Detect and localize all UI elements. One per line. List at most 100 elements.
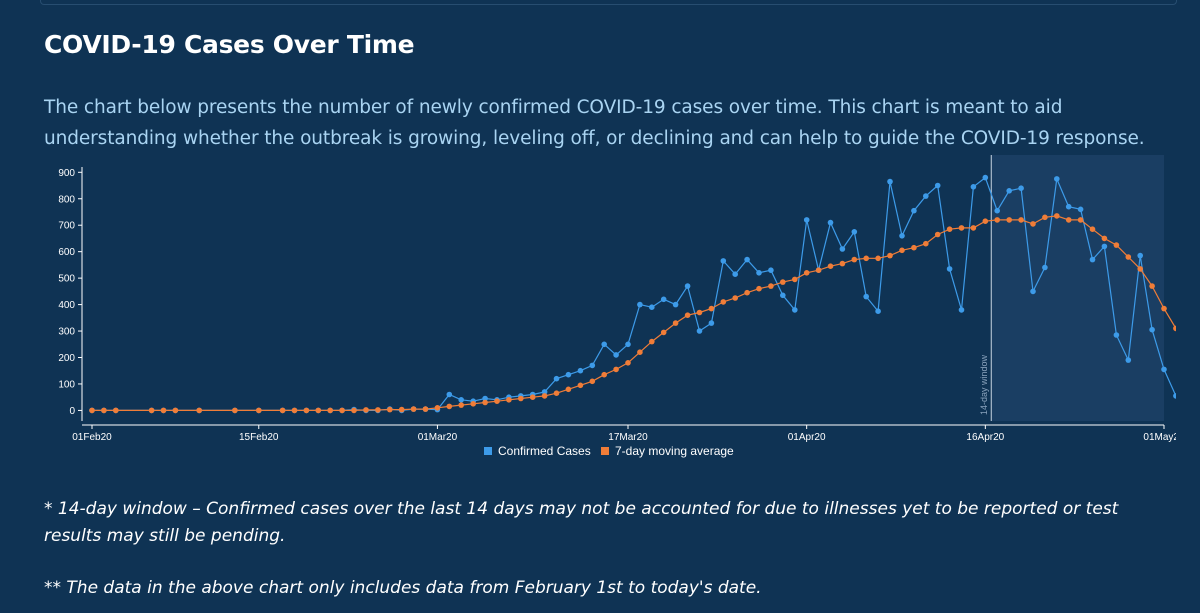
data-point[interactable] bbox=[1125, 254, 1132, 260]
data-point[interactable] bbox=[827, 219, 834, 226]
data-point[interactable] bbox=[911, 244, 917, 251]
data-point[interactable] bbox=[482, 395, 488, 402]
data-point[interactable] bbox=[339, 407, 345, 414]
data-point[interactable] bbox=[446, 403, 453, 410]
data-point[interactable] bbox=[827, 263, 834, 269]
data-point[interactable] bbox=[1089, 226, 1096, 232]
data-point[interactable] bbox=[923, 240, 929, 247]
data-point[interactable] bbox=[482, 399, 488, 406]
data-point[interactable] bbox=[696, 328, 703, 334]
data-point[interactable] bbox=[89, 407, 95, 414]
data-point[interactable] bbox=[601, 371, 607, 378]
data-point[interactable] bbox=[494, 398, 500, 404]
data-point[interactable] bbox=[506, 397, 512, 403]
data-point[interactable] bbox=[1101, 235, 1108, 242]
data-point[interactable] bbox=[720, 299, 727, 305]
data-point[interactable] bbox=[911, 207, 917, 214]
data-point[interactable] bbox=[756, 285, 762, 292]
data-point[interactable] bbox=[792, 307, 798, 313]
data-point[interactable] bbox=[1137, 252, 1143, 259]
data-point[interactable] bbox=[577, 382, 584, 389]
data-point[interactable] bbox=[613, 352, 619, 358]
data-point[interactable] bbox=[756, 270, 762, 276]
data-point[interactable] bbox=[148, 407, 155, 414]
data-point[interactable] bbox=[946, 266, 953, 272]
data-point[interactable] bbox=[458, 402, 465, 408]
data-point[interactable] bbox=[1077, 206, 1084, 213]
data-point[interactable] bbox=[113, 407, 119, 414]
data-point[interactable] bbox=[1149, 283, 1155, 289]
data-point[interactable] bbox=[958, 307, 965, 313]
data-point[interactable] bbox=[863, 293, 869, 300]
data-point[interactable] bbox=[839, 260, 846, 267]
data-point[interactable] bbox=[660, 329, 667, 336]
data-point[interactable] bbox=[410, 406, 417, 412]
data-point[interactable] bbox=[982, 218, 989, 224]
data-point[interactable] bbox=[696, 309, 703, 316]
data-point[interactable] bbox=[1042, 214, 1048, 221]
data-point[interactable] bbox=[768, 283, 774, 289]
data-point[interactable] bbox=[803, 217, 810, 223]
data-point[interactable] bbox=[613, 366, 619, 373]
data-point[interactable] bbox=[434, 405, 441, 411]
legend-swatch-confirmed[interactable] bbox=[484, 447, 492, 455]
data-point[interactable] bbox=[327, 407, 334, 414]
data-point[interactable] bbox=[446, 391, 453, 398]
data-point[interactable] bbox=[101, 407, 107, 414]
data-point[interactable] bbox=[875, 255, 881, 262]
data-point[interactable] bbox=[529, 394, 536, 400]
data-point[interactable] bbox=[958, 225, 965, 231]
data-point[interactable] bbox=[553, 390, 560, 396]
data-point[interactable] bbox=[672, 320, 679, 326]
data-point[interactable] bbox=[541, 389, 548, 395]
data-point[interactable] bbox=[1054, 176, 1060, 182]
data-point[interactable] bbox=[303, 407, 310, 414]
data-point[interactable] bbox=[649, 338, 655, 345]
data-point[interactable] bbox=[625, 360, 631, 366]
legend-label-average[interactable]: 7-day moving average bbox=[615, 444, 734, 458]
data-point[interactable] bbox=[1089, 256, 1096, 263]
data-point[interactable] bbox=[1113, 242, 1120, 248]
data-point[interactable] bbox=[923, 193, 929, 199]
data-point[interactable] bbox=[744, 256, 750, 263]
data-point[interactable] bbox=[291, 407, 298, 414]
legend-label-confirmed[interactable]: Confirmed Cases bbox=[498, 444, 591, 458]
data-point[interactable] bbox=[1030, 288, 1036, 295]
data-point[interactable] bbox=[934, 231, 941, 238]
data-point[interactable] bbox=[660, 296, 667, 303]
data-point[interactable] bbox=[815, 267, 822, 273]
data-point[interactable] bbox=[839, 246, 846, 252]
data-point[interactable] bbox=[458, 397, 465, 403]
data-point[interactable] bbox=[1173, 393, 1179, 399]
data-point[interactable] bbox=[565, 371, 572, 378]
data-point[interactable] bbox=[934, 182, 941, 189]
data-point[interactable] bbox=[375, 407, 381, 413]
data-point[interactable] bbox=[577, 367, 584, 374]
data-point[interactable] bbox=[565, 386, 572, 393]
data-point[interactable] bbox=[1018, 185, 1024, 191]
data-point[interactable] bbox=[792, 276, 798, 283]
data-point[interactable] bbox=[256, 407, 262, 414]
data-point[interactable] bbox=[649, 304, 655, 310]
data-point[interactable] bbox=[1030, 221, 1036, 227]
data-point[interactable] bbox=[232, 407, 238, 414]
data-point[interactable] bbox=[541, 393, 548, 399]
data-point[interactable] bbox=[518, 395, 524, 402]
data-point[interactable] bbox=[387, 406, 393, 413]
data-point[interactable] bbox=[672, 301, 679, 308]
data-point[interactable] bbox=[1077, 217, 1084, 223]
data-point[interactable] bbox=[994, 207, 1000, 214]
data-point[interactable] bbox=[708, 305, 715, 312]
data-point[interactable] bbox=[363, 407, 369, 413]
data-point[interactable] bbox=[780, 292, 786, 299]
data-point[interactable] bbox=[899, 233, 905, 239]
data-point[interactable] bbox=[708, 320, 715, 326]
data-point[interactable] bbox=[851, 229, 858, 235]
data-point[interactable] bbox=[994, 217, 1000, 223]
data-point[interactable] bbox=[279, 407, 286, 414]
data-point[interactable] bbox=[899, 247, 905, 254]
data-point[interactable] bbox=[1065, 203, 1072, 210]
data-point[interactable] bbox=[1018, 217, 1024, 223]
data-point[interactable] bbox=[1006, 217, 1012, 223]
data-point[interactable] bbox=[351, 407, 357, 414]
